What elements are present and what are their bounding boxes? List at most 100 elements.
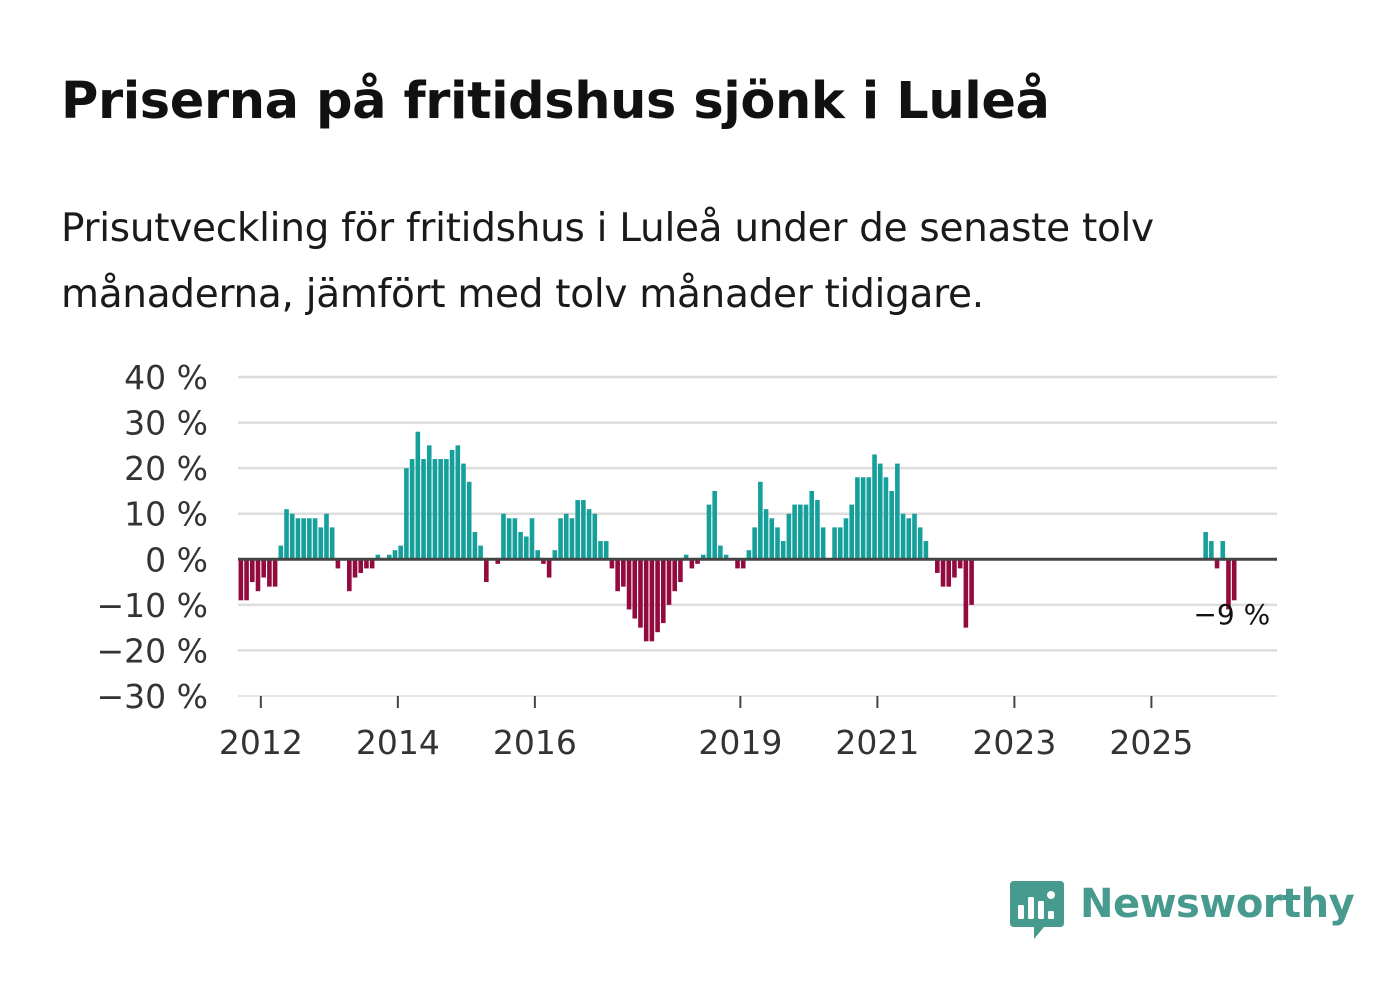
- bar: [746, 550, 752, 560]
- bar: [541, 559, 546, 564]
- bar: [284, 509, 289, 560]
- bar: [912, 513, 917, 560]
- bar: [883, 477, 889, 560]
- bar: [872, 454, 877, 560]
- bar: [849, 504, 854, 560]
- axis-layer: [238, 557, 1277, 708]
- y-tick-label: 20 %: [124, 449, 208, 488]
- bar: [546, 559, 552, 578]
- bar: [638, 559, 643, 628]
- bar: [1220, 541, 1226, 560]
- bar: [466, 481, 472, 560]
- x-tick-label: 2016: [493, 723, 577, 762]
- bar: [917, 527, 923, 560]
- bar: [740, 559, 746, 569]
- bar: [249, 559, 255, 583]
- bar: [609, 559, 615, 569]
- bar: [769, 518, 775, 560]
- y-tick-label: −30 %: [97, 677, 209, 716]
- bar: [678, 559, 683, 583]
- bar: [860, 477, 866, 560]
- bar: [575, 500, 580, 560]
- bar: [672, 559, 678, 592]
- brand-name: Newsworthy: [1080, 881, 1355, 927]
- bar: [598, 541, 603, 560]
- y-tick-label: 30 %: [124, 404, 208, 443]
- x-tick-label: 2014: [356, 723, 440, 762]
- x-tick-label: 2019: [698, 723, 782, 762]
- bar: [386, 554, 392, 560]
- bar: [655, 559, 660, 633]
- bar: [1203, 531, 1208, 560]
- y-tick-label: −20 %: [97, 631, 209, 670]
- bar: [843, 518, 849, 560]
- bar: [347, 559, 352, 592]
- bar: [484, 559, 489, 583]
- bar: [267, 559, 272, 587]
- bar: [792, 504, 797, 560]
- bar: [689, 559, 695, 569]
- bar: [632, 559, 638, 619]
- bar: [935, 559, 940, 573]
- bar: [426, 445, 432, 560]
- bar: [375, 554, 381, 560]
- bar: [352, 559, 358, 578]
- bar: [535, 550, 541, 560]
- page-title: Priserna på fritidshus sjönk i Luleå: [61, 72, 1050, 131]
- bar: [1231, 559, 1237, 601]
- bar: [735, 559, 740, 569]
- bar: [415, 431, 421, 560]
- y-tick-label: 0 %: [145, 540, 208, 579]
- bar: [626, 559, 632, 610]
- bar: [472, 531, 478, 560]
- bar: [438, 459, 443, 560]
- bar: [815, 500, 820, 560]
- bar: [552, 550, 558, 560]
- bar: [461, 463, 466, 560]
- last-value-label: −9 %: [1193, 598, 1270, 631]
- bar: [529, 518, 535, 560]
- bar: [592, 513, 598, 560]
- bar: [512, 518, 518, 560]
- bar: [278, 545, 284, 560]
- grid-layer: [238, 375, 1277, 697]
- y-tick-label: 40 %: [124, 358, 208, 397]
- bar: [952, 559, 957, 578]
- bar: [946, 559, 952, 587]
- bar: [272, 559, 278, 587]
- bar: [523, 536, 529, 560]
- bar: [518, 531, 523, 560]
- bar: [666, 559, 672, 605]
- bar: [775, 527, 780, 560]
- bar: [244, 559, 249, 601]
- x-tick-label: 2021: [835, 723, 919, 762]
- bar: [301, 518, 306, 560]
- bar: [780, 541, 786, 560]
- bar: [404, 468, 409, 560]
- bar: [1214, 559, 1220, 569]
- bar: [335, 559, 341, 569]
- bar: [558, 518, 563, 560]
- bar: [409, 459, 415, 560]
- y-tick-label: −10 %: [97, 586, 209, 625]
- bar: [261, 559, 266, 578]
- bar: [392, 550, 398, 560]
- bar: [963, 559, 969, 628]
- bar: [820, 527, 826, 560]
- bar: [369, 559, 375, 569]
- bar: [752, 527, 757, 560]
- bar: [940, 559, 946, 587]
- bar: [718, 545, 723, 560]
- bar: [906, 518, 912, 560]
- x-tick-label: 2012: [219, 723, 303, 762]
- bar: [837, 527, 843, 560]
- bar: [895, 463, 900, 560]
- bar: [312, 518, 318, 560]
- chart-subtitle: Prisutveckling för fritidshus i Luleå un…: [61, 206, 1154, 317]
- bar: [866, 477, 872, 560]
- bar: [661, 559, 666, 624]
- bar: [506, 518, 512, 560]
- y-tick-label: 10 %: [124, 495, 208, 534]
- bar: [289, 513, 295, 560]
